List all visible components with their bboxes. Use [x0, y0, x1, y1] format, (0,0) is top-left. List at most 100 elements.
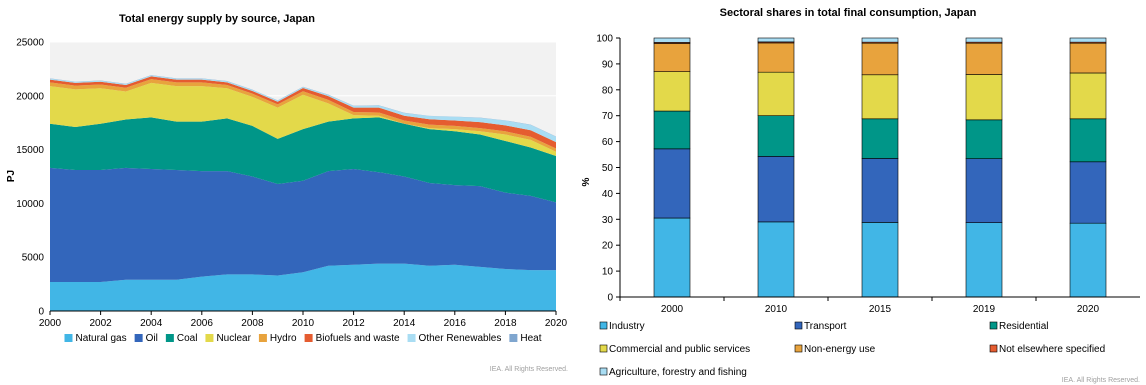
area-series-biofuels-and-waste	[50, 76, 556, 149]
left-legend-swatch	[134, 334, 143, 342]
left-legend-label: Oil	[146, 333, 158, 344]
right-y-axis-label: %	[581, 177, 592, 186]
left-x-tick-label: 2000	[39, 318, 62, 329]
right-y-tick-label: 80	[602, 85, 614, 96]
bar-segment-non-energy-use	[757, 42, 795, 73]
sectoral-shares-chart: Sectoral shares in total final consumpti…	[581, 7, 1140, 384]
right-bars	[653, 37, 1107, 298]
right-y-tick-label: 50	[602, 163, 614, 174]
left-x-tick-label: 2016	[444, 318, 467, 329]
bar-segment-residential	[1069, 118, 1107, 163]
bar-segment-non-energy-use	[965, 42, 1003, 75]
right-legend-label: Industry	[609, 321, 645, 332]
left-x-tick-label: 2018	[494, 318, 517, 329]
left-legend-label: Natural gas	[75, 333, 126, 344]
right-legend: Industry Transport Residential Commercial a…	[599, 321, 1105, 378]
right-chart-title: Sectoral shares in total final consumpti…	[720, 7, 977, 19]
right-x-tick-label: 2000	[661, 304, 684, 315]
left-legend-swatch	[407, 334, 416, 342]
right-y-tick-label: 40	[602, 189, 614, 200]
right-legend-swatch	[794, 344, 803, 353]
right-y-tick-label: 10	[602, 267, 614, 278]
bar-segment-industry	[757, 221, 795, 298]
left-x-tick-label: 2008	[241, 318, 264, 329]
right-legend-swatch	[599, 344, 608, 353]
bar-segment-industry	[1069, 222, 1107, 298]
left-y-tick-label: 10000	[16, 199, 44, 210]
right-x-tick-label: 2020	[1077, 304, 1100, 315]
left-legend-swatch	[165, 334, 174, 342]
bar-segment-commercial-and-public-services	[757, 71, 795, 117]
right-legend-swatch	[989, 344, 998, 353]
left-y-tick-label: 0	[38, 307, 44, 318]
right-legend-label: Transport	[804, 321, 847, 332]
left-x-tick-label: 2014	[393, 318, 416, 329]
left-legend-swatch	[509, 334, 518, 342]
left-legend-label: Biofuels and waste	[316, 333, 400, 344]
right-legend-swatch	[599, 367, 608, 376]
bar-segment-industry	[861, 222, 899, 298]
left-legend-label: Hydro	[270, 333, 297, 344]
left-y-tick-label: 5000	[22, 253, 45, 264]
left-x-tick-label: 2020	[545, 318, 568, 329]
right-legend-swatch	[989, 321, 998, 330]
right-y-tick-label: 0	[607, 293, 613, 304]
right-legend-swatch	[599, 321, 608, 330]
bar-segment-residential	[965, 119, 1003, 159]
bar-segment-agriculture-forestry-and-fishing	[861, 37, 899, 43]
bar-segment-transport	[653, 148, 691, 219]
left-x-tick-label: 2002	[89, 318, 112, 329]
left-legend-label: Heat	[520, 333, 541, 344]
left-y-tick-label: 15000	[16, 145, 44, 156]
bar-segment-transport	[1069, 161, 1107, 224]
area-series-nuclear	[50, 82, 556, 157]
area-series-oil	[50, 167, 556, 282]
left-x-tick-label: 2012	[342, 318, 365, 329]
left-x-tick-label: 2010	[292, 318, 315, 329]
right-legend-label: Non-energy use	[804, 344, 876, 355]
right-y-tick-label: 90	[602, 59, 614, 70]
right-axes: 0 10 20 30 40 50 60 70 80 90 100 2000 2010 2015 2019 20…	[596, 34, 1140, 315]
left-y-axis-label: PJ	[6, 170, 17, 182]
right-x-tick-label: 2015	[869, 304, 892, 315]
bar-segment-non-energy-use	[861, 42, 899, 76]
right-x-tick-label: 2010	[765, 304, 788, 315]
left-axes: 2000 2002 2004 2006 2008 2010 2012 2014 2016 2018…	[39, 310, 568, 329]
left-x-tick-label: 2004	[140, 318, 163, 329]
right-x-tick-label: 2019	[973, 304, 996, 315]
area-series-hydro	[50, 79, 556, 152]
right-legend-label: Not elsewhere specified	[999, 344, 1105, 355]
left-chart-title: Total energy supply by source, Japan	[119, 13, 315, 25]
bar-segment-non-energy-use	[653, 43, 691, 72]
bar-segment-agriculture-forestry-and-fishing	[965, 37, 1003, 43]
bar-segment-residential	[757, 115, 795, 157]
bar-segment-residential	[653, 110, 691, 150]
right-legend-label: Commercial and public services	[609, 344, 750, 355]
right-rights-notice: IEA. All Rights Reserved.	[1062, 377, 1140, 384]
left-y-tick-label: 25000	[16, 38, 44, 49]
energy-supply-chart: Total energy supply by source, Japan 0 50…	[6, 13, 568, 373]
bar-segment-agriculture-forestry-and-fishing	[653, 37, 691, 43]
left-legend: Natural gas Oil Coal Nuclear Hydro Biofuels a…	[64, 333, 542, 344]
bar-segment-commercial-and-public-services	[861, 74, 899, 120]
bar-segment-agriculture-forestry-and-fishing	[1069, 37, 1107, 43]
right-y-tick-label: 60	[602, 137, 614, 148]
bar-segment-commercial-and-public-services	[1069, 72, 1107, 120]
bar-segment-commercial-and-public-services	[653, 71, 691, 112]
left-legend-label: Other Renewables	[419, 333, 502, 344]
right-legend-label: Agriculture, forestry and fishing	[609, 367, 747, 378]
left-legend-swatch	[205, 334, 214, 342]
left-legend-label: Coal	[177, 333, 198, 344]
bar-segment-agriculture-forestry-and-fishing	[757, 37, 795, 43]
area-series-coal	[50, 117, 556, 203]
bar-segment-transport	[965, 158, 1003, 223]
right-legend-swatch	[794, 321, 803, 330]
left-legend-swatch	[64, 334, 73, 342]
left-legend-swatch	[304, 334, 313, 342]
right-y-tick-label: 30	[602, 215, 614, 226]
bar-segment-industry	[965, 222, 1003, 298]
right-legend-label: Residential	[999, 321, 1048, 332]
left-areas	[50, 75, 556, 311]
bar-segment-transport	[757, 156, 795, 223]
